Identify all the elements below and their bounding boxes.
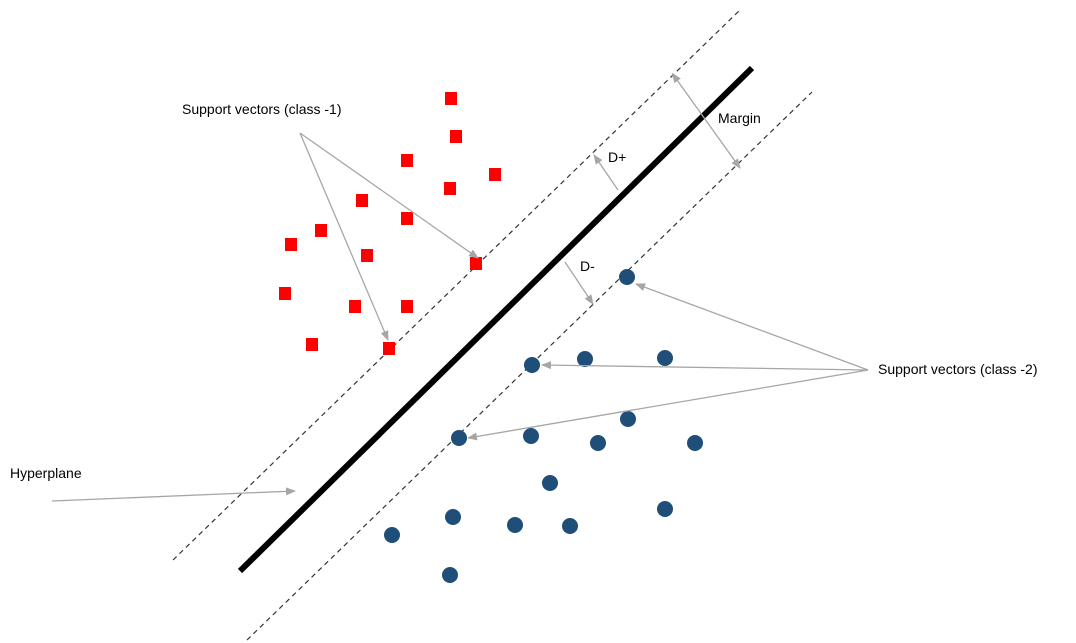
hyperplane-label: Hyperplane xyxy=(10,465,82,481)
arrow-sv2-a xyxy=(635,283,869,371)
margin-label: Margin xyxy=(718,110,761,126)
class-neg1-point xyxy=(401,154,413,167)
class-neg2-point xyxy=(523,428,539,444)
class-neg1-point xyxy=(489,168,501,181)
d-plus-label: D+ xyxy=(608,149,627,165)
arrow-sv1-b xyxy=(299,132,389,341)
class-neg1-point xyxy=(445,92,457,105)
arrow-hyperplane xyxy=(51,487,296,502)
class-neg2-point xyxy=(620,411,636,427)
class-neg1-point xyxy=(306,338,318,351)
class-neg2-point xyxy=(445,509,461,525)
class-neg1-point xyxy=(356,194,368,207)
support-vectors-class-neg1-label: Support vectors (class -1) xyxy=(182,101,342,117)
class-neg1-point xyxy=(470,257,482,270)
class-neg1-points xyxy=(279,92,501,355)
hyperplane-line xyxy=(237,65,755,574)
class-neg2-point xyxy=(451,430,467,446)
class-neg1-point xyxy=(383,342,395,355)
arrow-d-minus xyxy=(564,261,594,305)
class-neg2-point xyxy=(384,527,400,543)
class-neg1-point xyxy=(285,238,297,251)
class-neg1-point xyxy=(349,300,361,313)
class-neg2-points xyxy=(384,269,703,583)
class-neg1-point xyxy=(401,212,413,225)
class-neg2-point xyxy=(542,475,558,491)
class-neg2-point xyxy=(442,567,458,583)
class-neg1-point xyxy=(401,300,413,313)
arrow-margin xyxy=(671,72,741,169)
class-neg2-point xyxy=(577,351,593,367)
class-neg1-point xyxy=(450,130,462,143)
class-neg2-point xyxy=(562,518,578,534)
class-neg1-point xyxy=(315,224,327,237)
class-neg2-point xyxy=(524,357,540,373)
arrow-sv2-c xyxy=(467,369,869,441)
class-neg2-point xyxy=(657,501,673,517)
class-neg2-point xyxy=(507,517,523,533)
class-neg1-point xyxy=(361,249,373,262)
class-neg1-point xyxy=(444,182,456,195)
arrow-d-plus xyxy=(593,154,619,191)
class-neg2-point xyxy=(590,435,606,451)
class-neg2-point xyxy=(687,435,703,451)
class-neg1-point xyxy=(279,287,291,300)
class-neg2-point xyxy=(657,350,673,366)
arrow-sv2-b xyxy=(541,361,869,371)
arrow-sv1-a xyxy=(299,132,479,259)
support-vectors-class-neg2-label: Support vectors (class -2) xyxy=(878,361,1038,377)
margin-line-upper xyxy=(172,9,741,561)
class-neg2-point xyxy=(619,269,635,285)
d-minus-label: D- xyxy=(580,258,595,274)
